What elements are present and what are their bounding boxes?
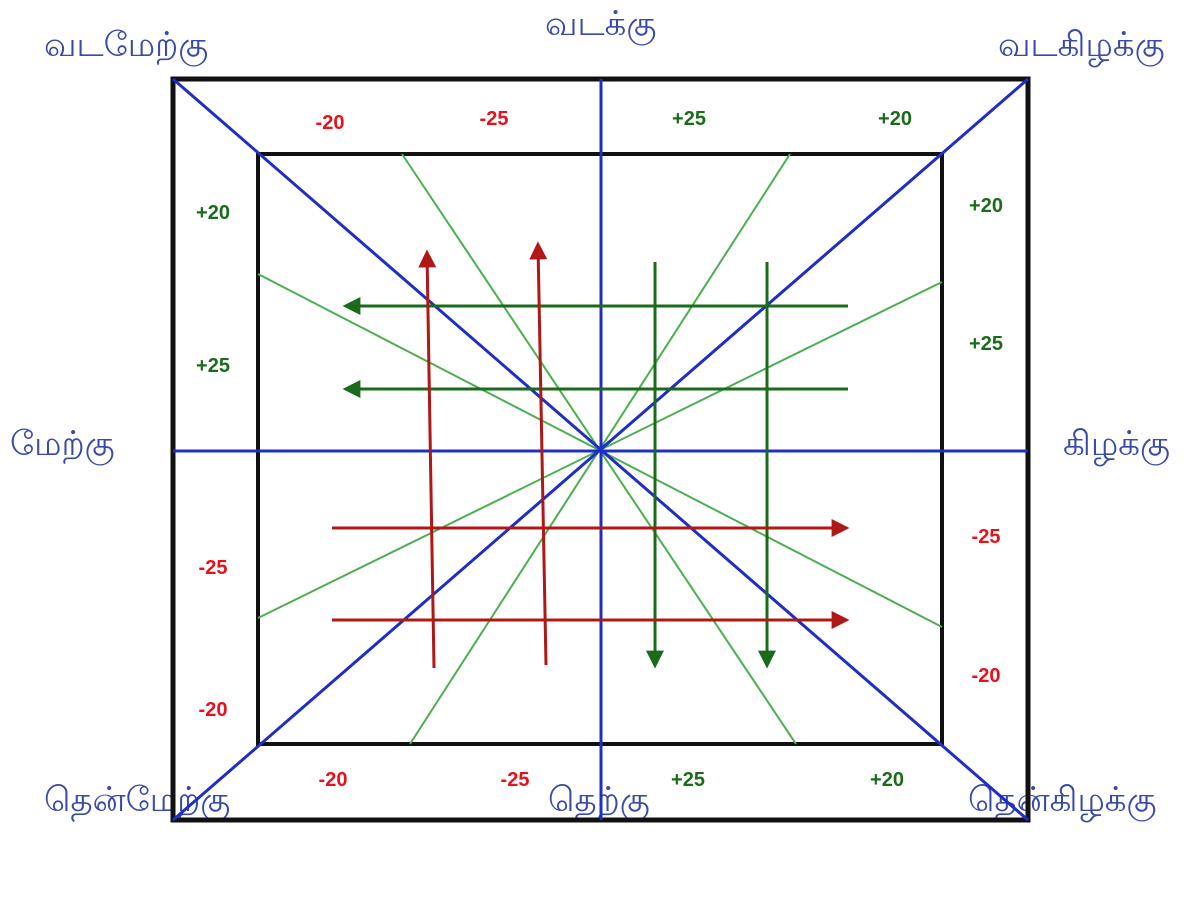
- label-southwest: தென்மேற்கு: [44, 780, 231, 820]
- label-southeast: தென்கிழக்கு: [968, 780, 1157, 820]
- value-right-2: +25: [969, 333, 1003, 355]
- value-right-1: +20: [969, 195, 1003, 217]
- value-top-4: +20: [878, 108, 912, 130]
- value-bottom-1: -20: [319, 769, 348, 791]
- value-top-3: +25: [672, 108, 706, 130]
- value-top-2: -25: [480, 108, 509, 130]
- value-bottom-3: +25: [671, 769, 705, 791]
- arrow-north: [418, 249, 437, 669]
- value-left-3: -25: [199, 557, 228, 579]
- label-northwest: வடமேற்கு: [44, 25, 209, 65]
- label-northeast: வடகிழக்கு: [998, 25, 1165, 65]
- value-right-4: -20: [972, 665, 1001, 687]
- label-west: மேற்கு: [10, 424, 115, 464]
- axes: [172, 77, 1029, 822]
- arrow-north: [529, 241, 548, 666]
- value-top-1: -20: [316, 112, 345, 134]
- value-left-4: -20: [199, 699, 228, 721]
- label-south: தெற்கு: [548, 780, 650, 820]
- value-bottom-4: +20: [870, 769, 904, 791]
- label-east: கிழக்கு: [1063, 424, 1170, 464]
- value-right-3: -25: [972, 526, 1001, 548]
- label-north: வடக்கு: [545, 4, 657, 44]
- value-left-1: +20: [196, 202, 230, 224]
- value-bottom-2: -25: [501, 769, 530, 791]
- value-left-2: +25: [196, 355, 230, 377]
